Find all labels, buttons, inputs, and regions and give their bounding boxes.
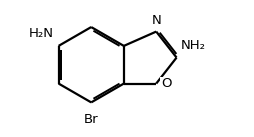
Text: Br: Br — [84, 113, 99, 126]
Text: O: O — [161, 77, 171, 90]
Text: NH₂: NH₂ — [181, 39, 206, 52]
Text: N: N — [151, 14, 161, 27]
Text: H₂N: H₂N — [29, 27, 54, 40]
